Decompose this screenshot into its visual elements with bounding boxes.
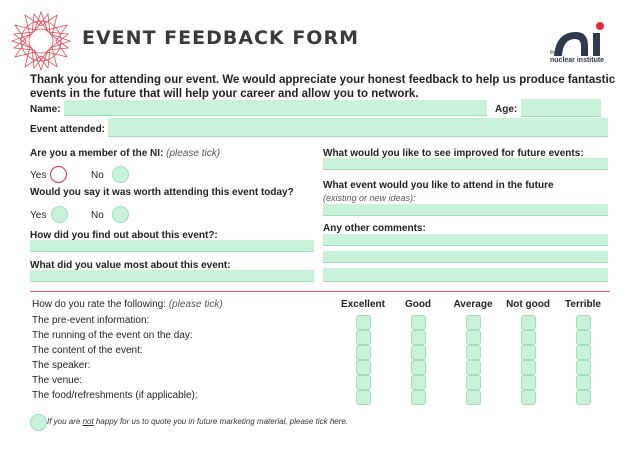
rating-checkbox[interactable] [411,375,426,390]
rating-checkbox[interactable] [466,330,481,345]
member-question-text: Are you a member of the NI: [30,148,164,159]
worth-yes-label: Yes [30,210,47,221]
rating-checkbox[interactable] [466,315,481,330]
rating-checkbox[interactable] [521,375,536,390]
comments-field-2[interactable] [323,251,608,263]
member-yes-label: Yes [30,170,47,181]
rating-hint: (please tick) [168,299,223,310]
rating-checkbox[interactable] [576,360,591,375]
page-title: EVENT FEEDBACK FORM [82,27,359,49]
age-field[interactable] [521,99,601,117]
next-event-hint: (existing or new ideas): [323,193,416,203]
rating-row-label: The content of the event: [32,345,143,356]
nuclear-institute-logo: the nuclear institute [548,20,610,68]
rating-checkbox[interactable] [356,330,371,345]
improve-field[interactable] [323,158,608,170]
rating-checkbox[interactable] [466,390,481,405]
rating-checkbox[interactable] [521,345,536,360]
logo-text: nuclear institute [550,57,605,64]
rating-checkbox[interactable] [411,360,426,375]
value-question: What did you value most about this event… [30,260,231,271]
next-event-field[interactable] [323,204,608,216]
quote-optout-note: If you are not happy for us to quote you… [47,417,348,426]
rating-checkbox[interactable] [576,390,591,405]
note-text-pre: If you are [47,417,83,426]
find-field[interactable] [30,240,314,252]
logo-mark-icon [554,22,604,56]
rating-row-label: The speaker: [32,360,91,371]
member-question: Are you a member of the NI: (please tick… [30,148,220,159]
value-field[interactable] [30,270,314,282]
rating-checkbox[interactable] [411,345,426,360]
col-excellent: Excellent [341,299,385,310]
rating-checkbox[interactable] [356,375,371,390]
col-terrible: Terrible [565,299,601,310]
rating-checkbox[interactable] [521,330,536,345]
rating-row-label: The running of the event on the day: [32,330,193,341]
rating-checkbox[interactable] [466,375,481,390]
rating-checkbox[interactable] [576,345,591,360]
comments-field-3[interactable] [323,268,608,282]
rating-row-label: The venue: [32,375,83,386]
event-attended-label: Event attended: [30,124,106,135]
rating-checkbox[interactable] [521,315,536,330]
rating-checkbox[interactable] [576,375,591,390]
member-no-checkbox[interactable] [112,166,129,183]
event-attended-field[interactable] [108,118,608,137]
rating-question: How do you rate the following: (please t… [32,299,223,310]
worth-question: Would you say it was worth attending thi… [30,187,294,198]
member-hint: (please tick) [166,148,221,159]
star-emblem-icon [10,10,72,72]
note-text-not: not [82,417,94,426]
col-good: Good [404,299,432,310]
name-label: Name: [30,104,61,115]
quote-optout-checkbox[interactable] [30,414,47,431]
rating-question-text: How do you rate the following: [32,299,166,310]
rating-row-label: The pre-event information: [32,315,150,326]
member-no-label: No [91,170,104,181]
rating-checkbox[interactable] [356,390,371,405]
member-yes-checkbox[interactable] [50,166,67,183]
rating-checkbox[interactable] [411,315,426,330]
logo-text-small: the [550,50,557,56]
section-divider [30,291,610,292]
rating-checkbox[interactable] [411,330,426,345]
rating-checkbox[interactable] [356,345,371,360]
rating-checkbox[interactable] [466,360,481,375]
rating-checkbox[interactable] [356,360,371,375]
worth-no-checkbox[interactable] [112,206,129,223]
worth-no-label: No [91,210,104,221]
name-field[interactable] [64,100,487,116]
next-event-question: What event would you like to attend in t… [323,180,554,191]
comments-field-1[interactable] [323,234,608,246]
rating-checkbox[interactable] [411,390,426,405]
note-text-post: happy for us to quote you in future mark… [93,417,349,426]
find-question: How did you find out about this event?: [30,230,218,241]
rating-checkbox[interactable] [466,345,481,360]
rating-checkbox[interactable] [576,315,591,330]
intro-text: Thank you for attending our event. We wo… [30,74,616,100]
col-average: Average [453,299,493,310]
rating-checkbox[interactable] [521,390,536,405]
improve-question: What would you like to see improved for … [323,148,584,159]
comments-question: Any other comments: [323,223,426,234]
rating-row-label: The food/refreshments (if applicable): [32,390,198,401]
worth-yes-checkbox[interactable] [51,206,68,223]
rating-checkbox[interactable] [521,360,536,375]
rating-checkbox[interactable] [356,315,371,330]
rating-checkbox[interactable] [576,330,591,345]
col-not-good: Not good [506,299,550,310]
age-label: Age: [495,104,518,115]
